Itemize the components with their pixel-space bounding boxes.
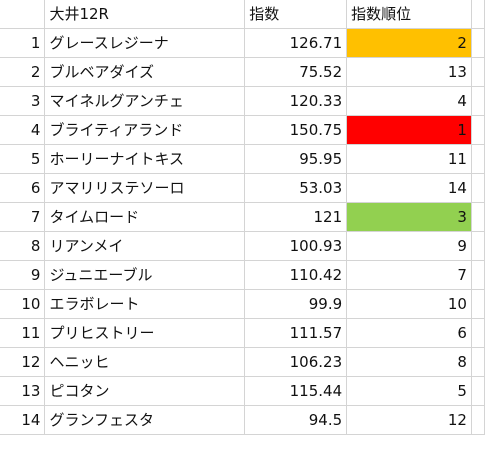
table-row: 12 ヘニッヒ 106.23 8	[0, 347, 485, 377]
table-row: 14 グランフェスタ 94.5 12	[0, 405, 485, 435]
row-number-cell[interactable]: 4	[0, 115, 46, 145]
horse-name-cell[interactable]: エラボレート	[44, 289, 246, 319]
rank-cell[interactable]: 10	[346, 289, 472, 319]
empty-cell[interactable]	[471, 144, 485, 174]
race-table: 大井12R 指数 指数順位 1 グレースレジーナ 126.71 2 2 ブルベアダイズ 75…	[0, 0, 485, 435]
horse-name-cell[interactable]: タイムロード	[44, 202, 246, 232]
header-cell-score[interactable]: 指数	[244, 0, 348, 29]
table-row: 4 ブライティアランド 150.75 1	[0, 115, 485, 145]
score-cell[interactable]: 115.44	[244, 376, 348, 406]
score-cell[interactable]: 94.5	[244, 405, 348, 435]
rank-cell[interactable]: 6	[346, 318, 472, 348]
rank-cell[interactable]: 14	[346, 173, 472, 203]
horse-name-cell[interactable]: ブルベアダイズ	[44, 57, 246, 87]
horse-name-cell[interactable]: ヘニッヒ	[44, 347, 246, 377]
empty-cell[interactable]	[471, 173, 485, 203]
rank-cell[interactable]: 11	[346, 144, 472, 174]
row-number-cell[interactable]: 3	[0, 86, 46, 116]
score-cell[interactable]: 121	[244, 202, 348, 232]
rank-cell[interactable]: 13	[346, 57, 472, 87]
row-number-cell[interactable]: 2	[0, 57, 46, 87]
horse-name-cell[interactable]: ブライティアランド	[44, 115, 246, 145]
empty-cell[interactable]	[471, 376, 485, 406]
horse-name-cell[interactable]: ピコタン	[44, 376, 246, 406]
rank-cell[interactable]: 8	[346, 347, 472, 377]
row-number-cell[interactable]: 8	[0, 231, 46, 261]
row-number-cell[interactable]: 12	[0, 347, 46, 377]
score-cell[interactable]: 110.42	[244, 260, 348, 290]
row-number-cell[interactable]: 14	[0, 405, 46, 435]
score-cell[interactable]: 150.75	[244, 115, 348, 145]
score-cell[interactable]: 106.23	[244, 347, 348, 377]
score-cell[interactable]: 99.9	[244, 289, 348, 319]
horse-name-cell[interactable]: グレースレジーナ	[44, 28, 246, 58]
score-cell[interactable]: 120.33	[244, 86, 348, 116]
table-row: 5 ホーリーナイトキス 95.95 11	[0, 144, 485, 174]
row-number-cell[interactable]: 11	[0, 318, 46, 348]
rank-cell[interactable]: 2	[346, 28, 472, 58]
header-cell-rank[interactable]: 指数順位	[346, 0, 472, 29]
row-number-cell[interactable]: 5	[0, 144, 46, 174]
header-cell-rownum[interactable]	[0, 0, 46, 29]
rank-cell[interactable]: 9	[346, 231, 472, 261]
empty-cell[interactable]	[471, 28, 485, 58]
empty-cell[interactable]	[471, 115, 485, 145]
table-row: 9 ジュニエーブル 110.42 7	[0, 260, 485, 290]
table-body: 大井12R 指数 指数順位 1 グレースレジーナ 126.71 2 2 ブルベアダイズ 75…	[0, 0, 485, 435]
table-row: 6 アマリリステソーロ 53.03 14	[0, 173, 485, 203]
header-cell-race[interactable]: 大井12R	[44, 0, 246, 29]
score-cell[interactable]: 75.52	[244, 57, 348, 87]
rank-cell[interactable]: 3	[346, 202, 472, 232]
score-cell[interactable]: 100.93	[244, 231, 348, 261]
score-cell[interactable]: 95.95	[244, 144, 348, 174]
horse-name-cell[interactable]: ホーリーナイトキス	[44, 144, 246, 174]
rank-cell[interactable]: 7	[346, 260, 472, 290]
horse-name-cell[interactable]: グランフェスタ	[44, 405, 246, 435]
table-row: 11 プリヒストリー 111.57 6	[0, 318, 485, 348]
row-number-cell[interactable]: 6	[0, 173, 46, 203]
horse-name-cell[interactable]: プリヒストリー	[44, 318, 246, 348]
horse-name-cell[interactable]: マイネルグアンチェ	[44, 86, 246, 116]
empty-cell[interactable]	[471, 202, 485, 232]
row-number-cell[interactable]: 10	[0, 289, 46, 319]
rank-cell[interactable]: 12	[346, 405, 472, 435]
table-row: 7 タイムロード 121 3	[0, 202, 485, 232]
empty-cell[interactable]	[471, 289, 485, 319]
empty-cell[interactable]	[471, 318, 485, 348]
horse-name-cell[interactable]: ジュニエーブル	[44, 260, 246, 290]
rank-cell[interactable]: 4	[346, 86, 472, 116]
score-cell[interactable]: 53.03	[244, 173, 348, 203]
rank-cell[interactable]: 5	[346, 376, 472, 406]
empty-cell[interactable]	[471, 260, 485, 290]
horse-name-cell[interactable]: アマリリステソーロ	[44, 173, 246, 203]
table-row: 3 マイネルグアンチェ 120.33 4	[0, 86, 485, 116]
row-number-cell[interactable]: 13	[0, 376, 46, 406]
empty-cell[interactable]	[471, 0, 485, 29]
empty-cell[interactable]	[471, 405, 485, 435]
empty-cell[interactable]	[471, 57, 485, 87]
empty-cell[interactable]	[471, 86, 485, 116]
horse-name-cell[interactable]: リアンメイ	[44, 231, 246, 261]
rank-cell[interactable]: 1	[346, 115, 472, 145]
empty-cell[interactable]	[471, 347, 485, 377]
table-row: 10 エラボレート 99.9 10	[0, 289, 485, 319]
empty-cell[interactable]	[471, 231, 485, 261]
row-number-cell[interactable]: 1	[0, 28, 46, 58]
score-cell[interactable]: 126.71	[244, 28, 348, 58]
row-number-cell[interactable]: 7	[0, 202, 46, 232]
table-row: 2 ブルベアダイズ 75.52 13	[0, 57, 485, 87]
table-row: 1 グレースレジーナ 126.71 2	[0, 28, 485, 58]
header-row: 大井12R 指数 指数順位	[0, 0, 485, 29]
table-row: 13 ピコタン 115.44 5	[0, 376, 485, 406]
table-row: 8 リアンメイ 100.93 9	[0, 231, 485, 261]
row-number-cell[interactable]: 9	[0, 260, 46, 290]
score-cell[interactable]: 111.57	[244, 318, 348, 348]
